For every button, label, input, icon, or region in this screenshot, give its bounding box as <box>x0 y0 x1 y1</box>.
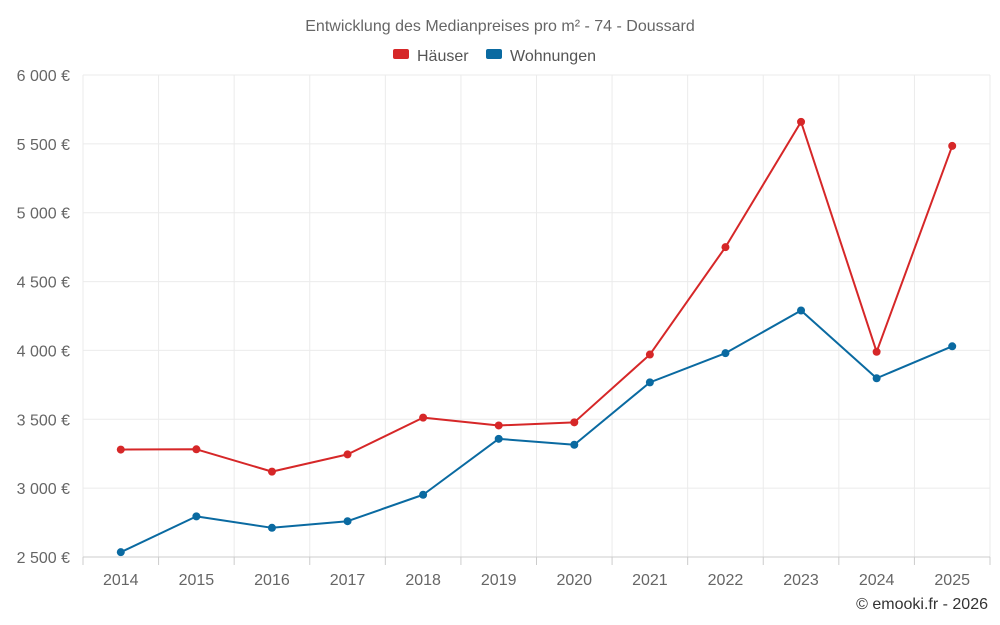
data-point-wohnungen[interactable] <box>797 306 806 315</box>
x-tick-label: 2018 <box>405 572 441 589</box>
x-tick-label: 2015 <box>179 572 215 589</box>
x-tick-label: 2025 <box>934 572 970 589</box>
data-point-haeuser[interactable] <box>116 445 125 454</box>
legend-label-wohnungen[interactable]: Wohnungen <box>510 48 596 65</box>
data-point-wohnungen[interactable] <box>192 512 201 521</box>
legend-swatch-wohnungen <box>486 49 502 59</box>
y-tick-label: 3 000 € <box>17 481 70 498</box>
x-tick-label: 2023 <box>783 572 819 589</box>
data-point-haeuser[interactable] <box>721 243 730 252</box>
data-point-haeuser[interactable] <box>570 418 579 427</box>
series-line-wohnungen <box>120 309 953 554</box>
data-point-wohnungen[interactable] <box>267 523 276 532</box>
legend: Häuser Wohnungen <box>393 48 596 65</box>
data-point-wohnungen[interactable] <box>948 342 957 351</box>
data-point-haeuser[interactable] <box>192 445 201 454</box>
x-tick-label: 2019 <box>481 572 517 589</box>
series-line-haeuser <box>120 120 954 473</box>
y-tick-label: 2 500 € <box>17 550 70 567</box>
chart-title: Entwicklung des Medianpreises pro m² - 7… <box>305 18 695 35</box>
data-point-wohnungen[interactable] <box>343 517 352 526</box>
x-grid <box>82 75 991 557</box>
x-tick-label: 2021 <box>632 572 668 589</box>
data-point-haeuser[interactable] <box>267 467 276 476</box>
x-tick-label: 2024 <box>859 572 895 589</box>
x-tick-label: 2022 <box>708 572 744 589</box>
data-point-wohnungen[interactable] <box>494 434 503 443</box>
x-tick-label: 2020 <box>556 572 592 589</box>
x-axis: 2014 2015 2016 2017 2018 2019 2020 2021 2022 2023… <box>82 556 991 589</box>
x-tick-label: 2017 <box>330 572 366 589</box>
credit-text[interactable]: © emooki.fr - 2026 <box>856 596 988 613</box>
data-point-wohnungen[interactable] <box>419 490 428 499</box>
y-tick-label: 6 000 € <box>17 68 70 85</box>
y-tick-label: 3 500 € <box>17 412 70 429</box>
y-tick-label: 4 000 € <box>17 343 70 360</box>
legend-swatch-haeuser <box>393 49 409 59</box>
data-point-haeuser[interactable] <box>343 450 352 459</box>
data-point-haeuser[interactable] <box>645 350 654 359</box>
data-point-haeuser[interactable] <box>948 141 957 150</box>
data-point-haeuser[interactable] <box>419 413 428 422</box>
y-axis: 2 500 € 3 000 € 3 500 € 4 000 € 4 500 € 5 000… <box>17 68 70 567</box>
y-tick-label: 5 500 € <box>17 137 70 154</box>
x-tick-label: 2016 <box>254 572 290 589</box>
data-point-haeuser[interactable] <box>494 421 503 430</box>
legend-label-haeuser[interactable]: Häuser <box>417 48 469 65</box>
data-point-haeuser[interactable] <box>872 347 881 356</box>
data-point-wohnungen[interactable] <box>570 440 579 449</box>
data-point-wohnungen[interactable] <box>645 378 654 387</box>
data-point-wohnungen[interactable] <box>721 349 730 358</box>
x-tick-label: 2014 <box>103 572 139 589</box>
series-layer <box>116 117 957 557</box>
data-point-wohnungen[interactable] <box>116 548 125 557</box>
y-tick-label: 4 500 € <box>17 275 70 292</box>
data-point-wohnungen[interactable] <box>872 374 881 383</box>
data-point-haeuser[interactable] <box>797 117 806 126</box>
y-tick-label: 5 000 € <box>17 206 70 223</box>
